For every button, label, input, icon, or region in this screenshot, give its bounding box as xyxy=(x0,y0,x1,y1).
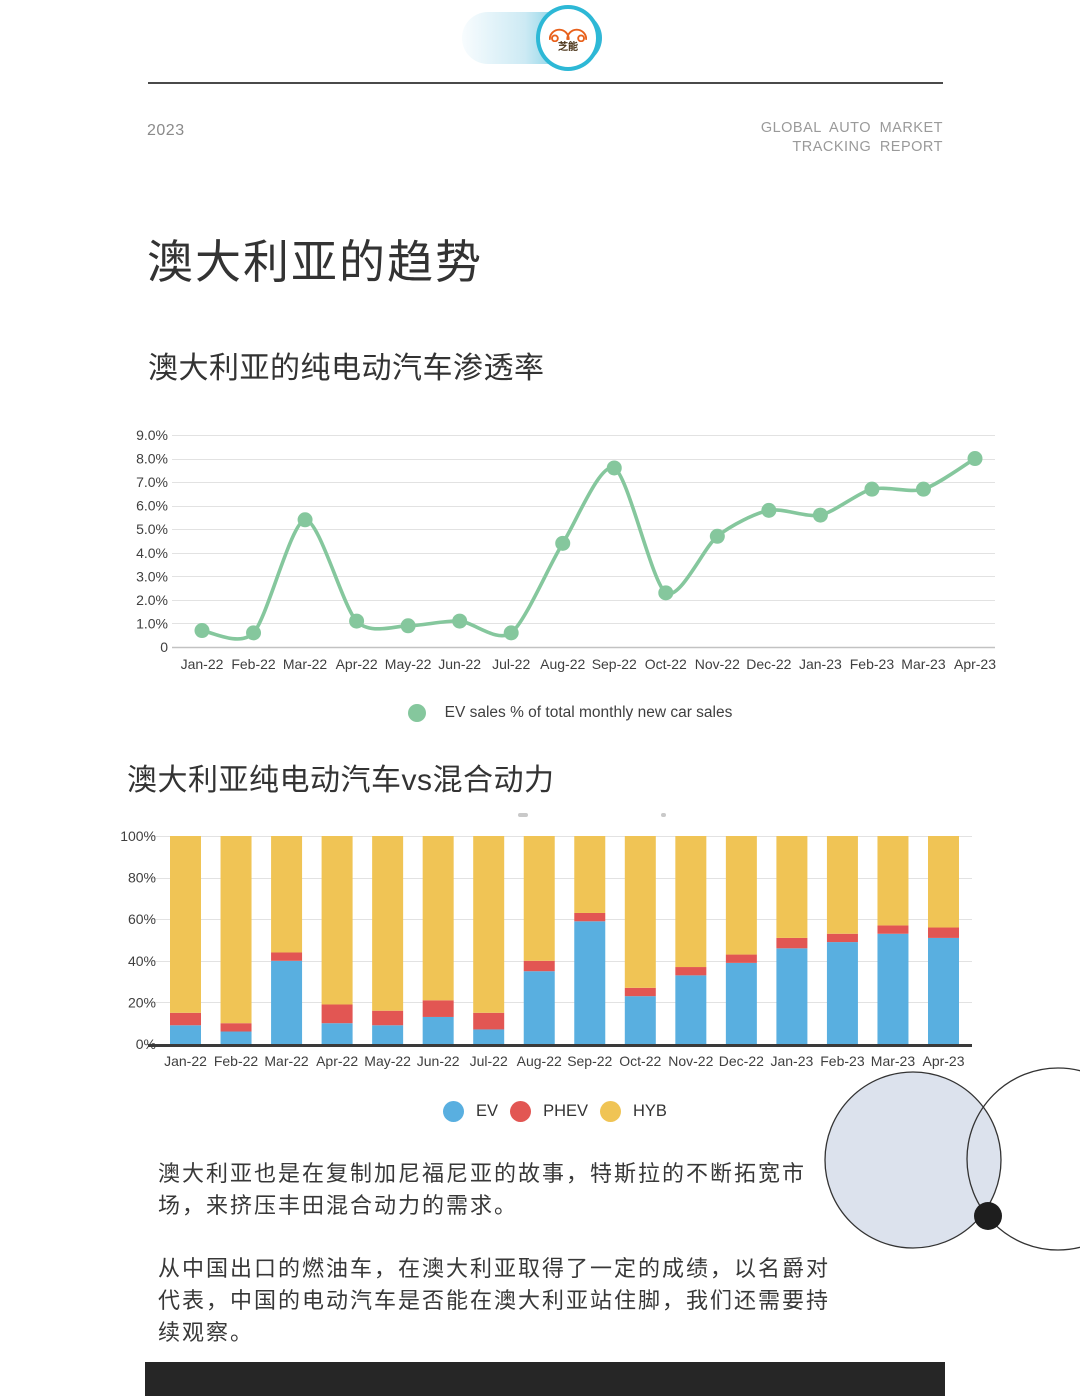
svg-text:May-22: May-22 xyxy=(385,656,432,672)
svg-text:40%: 40% xyxy=(128,953,156,969)
svg-text:Mar-23: Mar-23 xyxy=(901,656,946,672)
legend-item-ev: EV xyxy=(443,1101,498,1122)
svg-text:Sep-22: Sep-22 xyxy=(567,1053,612,1069)
svg-text:1.0%: 1.0% xyxy=(136,615,168,631)
decor-filled-circle xyxy=(824,1071,1002,1249)
svg-text:Sep-22: Sep-22 xyxy=(592,656,637,672)
svg-text:Jul-22: Jul-22 xyxy=(492,656,530,672)
svg-text:Aug-22: Aug-22 xyxy=(540,656,585,672)
svg-text:0: 0 xyxy=(160,639,168,655)
svg-text:9.0%: 9.0% xyxy=(136,427,168,443)
svg-text:Feb-23: Feb-23 xyxy=(820,1053,865,1069)
legend-phev-dot xyxy=(510,1101,532,1122)
decor-outline-circle xyxy=(966,1067,1080,1251)
legend-item-hyb: HYB xyxy=(600,1101,667,1122)
ev-vs-hybrid-chart: 100% 80% 60% 40% 20% 0% Jan-22 Feb-22 Mar-22 Apr-… xyxy=(120,828,972,1069)
svg-text:Apr-22: Apr-22 xyxy=(316,1053,358,1069)
svg-text:May-22: May-22 xyxy=(364,1053,411,1069)
svg-text:Mar-23: Mar-23 xyxy=(871,1053,916,1069)
bar-chart-legend: EV PHEV HYB xyxy=(152,1101,958,1122)
svg-text:Dec-22: Dec-22 xyxy=(719,1053,764,1069)
line-chart-legend: EV sales % of total monthly new car sale… xyxy=(150,704,990,722)
svg-text:Oct-22: Oct-22 xyxy=(619,1053,661,1069)
svg-text:Apr-23: Apr-23 xyxy=(954,656,996,672)
svg-text:Oct-22: Oct-22 xyxy=(645,656,687,672)
paragraph-1: 澳大利亚也是在复制加尼福尼亚的故事，特斯拉的不断拓宽市场，来挤压丰田混合动力的需… xyxy=(158,1161,807,1218)
svg-text:Mar-22: Mar-22 xyxy=(264,1053,309,1069)
car-icon xyxy=(549,28,587,42)
svg-text:Feb-22: Feb-22 xyxy=(214,1053,259,1069)
svg-text:Dec-22: Dec-22 xyxy=(746,656,791,672)
svg-text:7.0%: 7.0% xyxy=(136,474,168,490)
paragraph-2: 从中国出口的燃油车，在澳大利亚取得了一定的成绩，以名爵对代表，中国的电动汽车是否… xyxy=(158,1256,831,1345)
svg-text:5.0%: 5.0% xyxy=(136,521,168,537)
legend-ev-sales-label: EV sales % of total monthly new car sale… xyxy=(444,704,733,721)
logo-badge: 芝能 xyxy=(536,5,600,71)
section2-title: 澳大利亚纯电动汽车vs混合动力 xyxy=(127,764,555,797)
svg-text:Jan-23: Jan-23 xyxy=(770,1053,813,1069)
svg-text:Jan-23: Jan-23 xyxy=(799,656,842,672)
svg-text:6.0%: 6.0% xyxy=(136,498,168,514)
svg-text:Nov-22: Nov-22 xyxy=(695,656,740,672)
svg-text:0%: 0% xyxy=(136,1036,156,1052)
svg-text:Feb-23: Feb-23 xyxy=(850,656,895,672)
legend-ev-dot xyxy=(443,1101,465,1122)
legend-hyb-label: HYB xyxy=(633,1102,667,1120)
page-title: 澳大利亚的趋势 xyxy=(147,236,483,288)
svg-text:Aug-22: Aug-22 xyxy=(517,1053,562,1069)
svg-text:Jun-22: Jun-22 xyxy=(417,1053,460,1069)
svg-text:Feb-22: Feb-22 xyxy=(231,656,276,672)
legend-phev-label: PHEV xyxy=(543,1102,588,1120)
report-name: GLOBAL AUTO MARKET TRACKING REPORT xyxy=(761,119,943,157)
svg-text:Jun-22: Jun-22 xyxy=(438,656,481,672)
svg-text:80%: 80% xyxy=(128,870,156,886)
report-year: 2023 xyxy=(147,122,185,139)
legend-item-phev: PHEV xyxy=(510,1101,588,1122)
svg-text:60%: 60% xyxy=(128,911,156,927)
report-name-line2: TRACKING REPORT xyxy=(792,139,943,155)
footer-bar xyxy=(145,1362,945,1396)
legend-ev-sales-dot xyxy=(407,704,426,722)
svg-text:Apr-22: Apr-22 xyxy=(336,656,378,672)
decor-circles xyxy=(824,1067,1080,1251)
report-name-line1: GLOBAL AUTO MARKET xyxy=(760,120,943,136)
svg-text:Mar-22: Mar-22 xyxy=(283,656,328,672)
svg-text:8.0%: 8.0% xyxy=(136,451,168,467)
svg-text:Nov-22: Nov-22 xyxy=(668,1053,713,1069)
svg-text:Jan-22: Jan-22 xyxy=(181,656,224,672)
svg-text:2.0%: 2.0% xyxy=(136,592,168,608)
svg-text:Jul-22: Jul-22 xyxy=(470,1053,508,1069)
svg-text:Apr-23: Apr-23 xyxy=(922,1053,964,1069)
ev-penetration-chart: 9.0% 8.0% 7.0% 6.0% 5.0% 4.0% 3.0% 2.0% 1.0% 0 Jan… xyxy=(136,427,996,672)
header-rule xyxy=(148,82,943,84)
svg-text:4.0%: 4.0% xyxy=(136,545,168,561)
legend-ev-label: EV xyxy=(476,1102,499,1120)
svg-text:Jan-22: Jan-22 xyxy=(164,1053,207,1069)
svg-text:20%: 20% xyxy=(128,994,156,1010)
artifact-mark xyxy=(518,813,528,817)
svg-text:100%: 100% xyxy=(120,828,156,844)
decor-black-dot xyxy=(974,1202,1002,1230)
svg-text:3.0%: 3.0% xyxy=(136,568,168,584)
section1-title: 澳大利亚的纯电动汽车渗透率 xyxy=(148,352,545,385)
logo-text: 芝能 xyxy=(558,41,578,53)
artifact-mark xyxy=(661,813,666,817)
legend-hyb-dot xyxy=(600,1101,621,1122)
